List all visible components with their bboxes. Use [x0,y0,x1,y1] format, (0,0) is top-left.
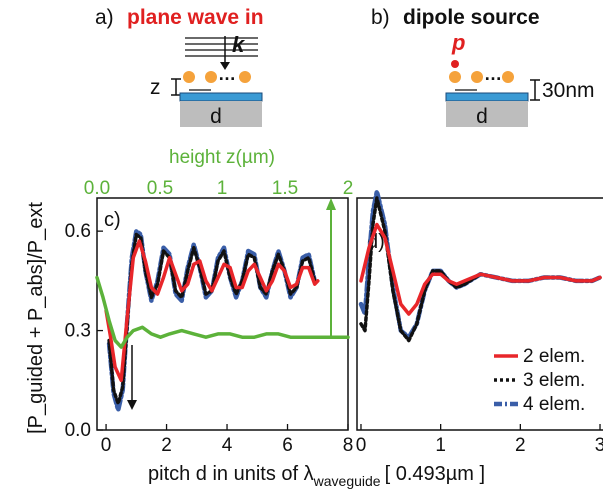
y-tick-label: 0.6 [65,221,91,242]
dipole-dot [451,60,459,68]
top-tick-label: 0.0 [84,178,110,199]
series-line-3-elem [107,232,317,406]
top-axis: height z(µm) 0.0 0.5 1 1.5 2 [84,147,354,199]
substrate [180,101,262,127]
waveguide-film [179,92,263,102]
x-axis-label: pitch d in units of λwaveguide[ 0.493µm … [148,463,485,489]
panel-c-label: c) [104,209,121,231]
panel-c-frame [96,197,349,431]
x-tick-label: 1 [435,435,446,456]
schematic-b-title: dipole source [403,6,540,29]
nanoparticle [502,71,514,83]
schematic-b-prefix: b) [371,6,390,29]
schematic-a-prefix: a) [95,6,114,29]
legend-box [490,346,602,418]
legend: 2 elem. 3 elem. 4 elem. [490,346,602,418]
series-line-3-elem [359,196,602,343]
green-arrow-head [326,198,336,210]
nanoparticle [449,71,461,83]
y-tick-label: 0.0 [65,420,91,441]
nanoparticle [239,71,251,83]
schematic-a-title: plane wave in [127,6,264,29]
d-label: d [210,105,222,128]
schematic-a: a) plane wave in k z … d [95,6,264,128]
k-arrow-head [220,62,230,70]
panel-c: c) 0 2 4 6 8 0.0 0.3 0.6 [65,197,354,456]
series-line-height-z [95,275,350,349]
y-tick-label: 0.3 [65,321,91,342]
top-axis-label: height z(µm) [169,147,275,168]
thickness-label: 30nm [542,79,595,102]
y-axis-label: [P_guided + P_abs]/P_ext [25,202,47,434]
ellipsis: … [484,64,502,84]
top-tick-label: 1.5 [272,178,298,199]
x-tick-label: 8 [343,435,354,456]
legend-label: 2 elem. [523,346,585,367]
series-line-2-elem [359,222,602,316]
x-tick-label: 4 [222,435,233,456]
schematic-b: b) dipole source p … d 30nm [371,6,595,128]
x-tick-label: 0 [356,435,367,456]
x-tick-label: 3 [595,435,603,456]
substrate [446,101,528,127]
waveguide-film [445,92,529,102]
black-arrow-head [127,400,137,410]
series-line-4-elem [106,228,317,413]
ellipsis: … [218,64,236,84]
nanoparticle [205,71,217,83]
z-label: z [150,76,161,99]
top-tick-label: 2 [343,178,354,199]
x-tick-label: 6 [282,435,293,456]
x-tick-label: 2 [161,435,172,456]
legend-label: 3 elem. [523,370,585,391]
panel-d-frame [356,197,603,431]
x-axis-label-main: pitch d in units of λwaveguide[ 0.493µm … [148,463,485,489]
top-tick-label: 0.5 [147,178,173,199]
d-label: d [476,105,488,128]
top-tick-label: 1 [217,178,228,199]
x-tick-label: 2 [515,435,526,456]
series-line-2-elem [104,239,320,383]
legend-label: 4 elem. [523,394,585,415]
p-label: p [451,30,465,55]
nanoparticle [183,71,195,83]
x-tick-label: 0 [101,435,112,456]
k-label: k [232,32,246,57]
nanoparticle [471,71,483,83]
